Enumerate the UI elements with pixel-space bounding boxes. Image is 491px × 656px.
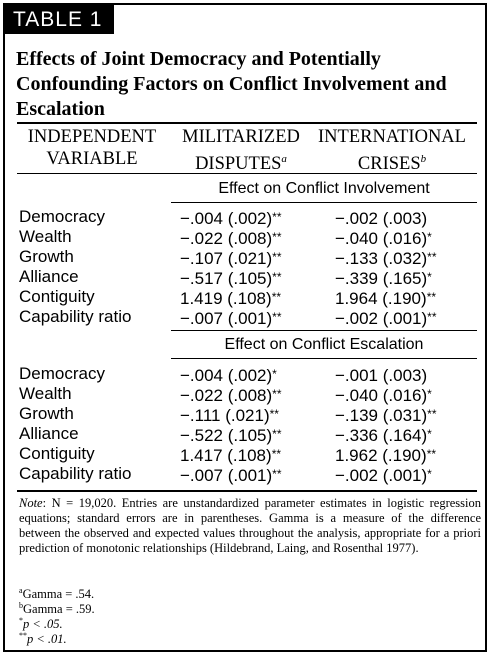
table-row: Capability ratio −.007 (.001)** −.002 (.…: [19, 307, 437, 328]
table-row: Contiguity 1.419 (.108)** 1.964 (.190)**: [19, 287, 437, 308]
table-bottom-rule: [17, 490, 477, 492]
table-row: Growth −.111 (.021)** −.139 (.031)**: [19, 404, 437, 425]
table-frame: TABLE 1 Effects of Joint Democracy and P…: [3, 3, 487, 652]
table-row: Democracy −.004 (.002)** −.002 (.003): [19, 207, 428, 228]
table-row: Wealth −.022 (.008)** −.040 (.016)*: [19, 384, 432, 405]
col-header-variable: INDEPENDENT VARIABLE: [27, 127, 157, 169]
section-heading-escalation: Effect on Conflict Escalation: [224, 336, 424, 353]
section-rule-escalation: [171, 358, 477, 359]
section-top-rule-escalation: [171, 330, 477, 331]
footnote-p01: **p < .01.: [19, 631, 67, 647]
col-header-crises: INTERNATIONAL CRISESb: [318, 127, 466, 175]
footnote-p05: *p < .05.: [19, 616, 63, 632]
table-row: Alliance −.522 (.105)** −.336 (.164)*: [19, 424, 432, 445]
table-row: Wealth −.022 (.008)** −.040 (.016)*: [19, 227, 432, 248]
table-title: Effects of Joint Democracy and Potential…: [16, 48, 447, 120]
header-top-rule: [17, 122, 477, 124]
col-header-disputes: MILITARIZED DISPUTESa: [182, 127, 300, 175]
table-row: Contiguity 1.417 (.108)** 1.962 (.190)**: [19, 444, 437, 465]
table-tag: TABLE 1: [5, 5, 115, 34]
table-row: Growth −.107 (.021)** −.133 (.032)**: [19, 247, 437, 268]
footnote-a: aGamma = .54.: [19, 586, 95, 602]
section-rule-involvement: [171, 202, 477, 203]
section-heading-involvement: Effect on Conflict Involvement: [218, 180, 430, 197]
table-row: Democracy −.004 (.002)* −.001 (.003): [19, 364, 428, 385]
header-bottom-rule: [17, 173, 477, 174]
table-row: Capability ratio −.007 (.001)** −.002 (.…: [19, 464, 432, 485]
table-note: Note: N = 19,020. Entries are unstandard…: [19, 496, 481, 555]
footnote-b: bGamma = .59.: [19, 601, 95, 617]
table-row: Alliance −.517 (.105)** −.339 (.165)*: [19, 267, 432, 288]
